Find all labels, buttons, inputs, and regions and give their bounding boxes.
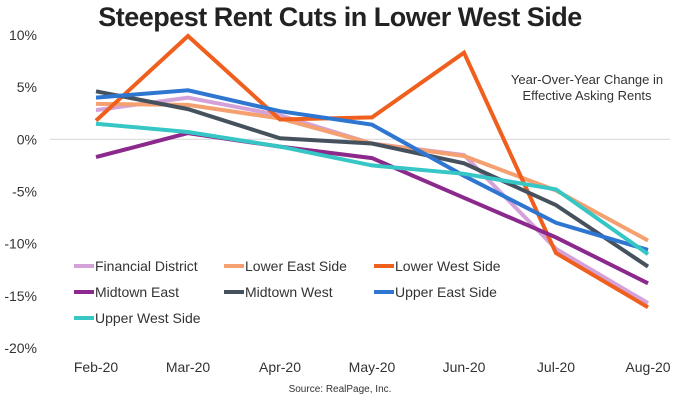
legend-label: Upper East Side [395, 284, 497, 300]
y-tick-label: -10% [4, 236, 37, 252]
y-axis-ticks: 10% 5% 0% -5% -10% -15% -20% [4, 27, 37, 356]
x-tick-label: May-20 [349, 359, 396, 375]
legend-item: Midtown East [74, 284, 179, 300]
legend-label: Lower West Side [395, 258, 501, 274]
chart-title: Steepest Rent Cuts in Lower West Side [98, 2, 582, 32]
annotation-line-1: Year-Over-Year Change in [511, 72, 663, 87]
annotation: Year-Over-Year Change in Effective Askin… [511, 72, 663, 103]
legend-item: Lower East Side [224, 258, 347, 274]
legend-item: Upper West Side [74, 310, 201, 326]
legend-item: Upper East Side [374, 284, 497, 300]
y-tick-label: -20% [4, 340, 37, 356]
legend-label: Lower East Side [245, 258, 347, 274]
legend-item: Financial District [74, 258, 198, 274]
y-tick-label: -15% [4, 288, 37, 304]
legend: Financial District Lower East Side Lower W… [74, 258, 501, 326]
legend-item: Midtown West [224, 284, 333, 300]
series-line-lower-west-side [94, 33, 650, 310]
y-tick-label: 10% [9, 27, 37, 43]
y-tick-label: 0% [17, 131, 37, 147]
x-tick-label: Jun-20 [443, 359, 486, 375]
source-note: Source: RealPage, Inc. [289, 384, 392, 395]
legend-label: Midtown West [245, 284, 333, 300]
series-line-upper-east-side [95, 88, 649, 252]
x-tick-label: Feb-20 [74, 359, 119, 375]
y-tick-label: 5% [17, 79, 37, 95]
legend-item: Lower West Side [374, 258, 501, 274]
legend-label: Midtown East [95, 284, 179, 300]
series-line-midtown-west [95, 89, 650, 269]
series-line-upper-west-side [95, 121, 650, 256]
x-tick-label: Aug-20 [625, 359, 670, 375]
legend-label: Financial District [95, 258, 198, 274]
annotation-line-2: Effective Asking Rents [522, 88, 652, 103]
legend-label: Upper West Side [95, 310, 201, 326]
x-axis-ticks: Feb-20 Mar-20 Apr-20 May-20 Jun-20 Jul-20 Aug-… [74, 359, 671, 375]
x-tick-label: Jul-20 [537, 359, 575, 375]
y-tick-label: -5% [12, 184, 37, 200]
x-tick-label: Apr-20 [259, 359, 301, 375]
x-tick-label: Mar-20 [166, 359, 211, 375]
series-lines [94, 33, 650, 310]
